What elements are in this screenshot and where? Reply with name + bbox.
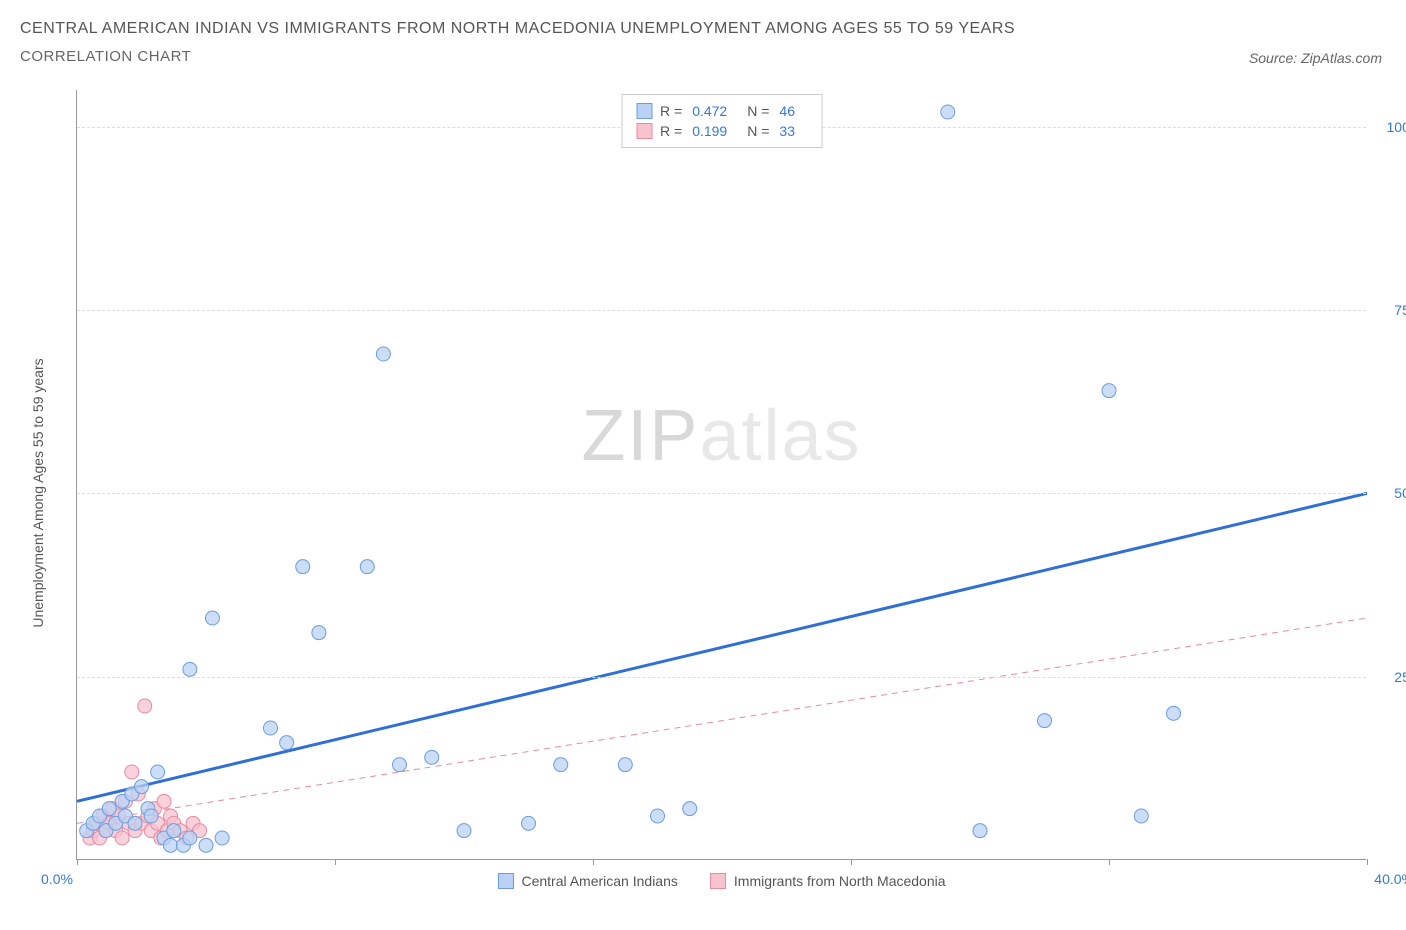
data-point [164, 838, 178, 852]
r-value-2: 0.199 [692, 123, 727, 139]
data-point [115, 831, 129, 845]
data-point [205, 611, 219, 625]
y-tick-label: 25.0% [1394, 669, 1406, 685]
legend-top-row-2: R = 0.199 N = 33 [636, 121, 807, 141]
data-point [618, 758, 632, 772]
data-point [138, 699, 152, 713]
data-point [973, 824, 987, 838]
data-point [941, 105, 955, 119]
r-label: R = [660, 103, 682, 119]
x-tick-label: 40.0% [1374, 871, 1406, 887]
data-point [215, 831, 229, 845]
chart-container: Unemployment Among Ages 55 to 59 years Z… [48, 90, 1388, 880]
plot-svg [77, 90, 1366, 859]
trend-line [77, 493, 1367, 801]
data-point [457, 824, 471, 838]
r-value-1: 0.472 [692, 103, 727, 119]
data-point [135, 780, 149, 794]
data-point [102, 802, 116, 816]
data-point [1167, 706, 1181, 720]
data-point [183, 831, 197, 845]
plot-area: ZIPatlas R = 0.472 N = 46 R = 0.199 N = … [76, 90, 1366, 860]
data-point [651, 809, 665, 823]
x-tick [1367, 859, 1368, 865]
grid-line [77, 493, 1366, 494]
y-tick-label: 100.0% [1387, 119, 1406, 135]
data-point [128, 816, 142, 830]
data-point [1134, 809, 1148, 823]
x-tick [77, 859, 78, 865]
data-point [376, 347, 390, 361]
data-point [167, 824, 181, 838]
data-point [1102, 384, 1116, 398]
r-label: R = [660, 123, 682, 139]
data-point [522, 816, 536, 830]
data-point [144, 809, 158, 823]
grid-line [77, 310, 1366, 311]
x-tick [335, 859, 336, 865]
data-point [683, 802, 697, 816]
x-tick [851, 859, 852, 865]
legend-top-row-1: R = 0.472 N = 46 [636, 101, 807, 121]
legend-bottom: Central American Indians Immigrants from… [497, 873, 945, 889]
data-point [296, 560, 310, 574]
legend-bottom-item-1: Central American Indians [497, 873, 677, 889]
y-axis-label: Unemployment Among Ages 55 to 59 years [30, 358, 46, 627]
data-point [425, 750, 439, 764]
y-tick-label: 75.0% [1394, 302, 1406, 318]
legend-bottom-item-2: Immigrants from North Macedonia [710, 873, 946, 889]
chart-header: CENTRAL AMERICAN INDIAN VS IMMIGRANTS FR… [0, 0, 1406, 73]
legend-swatch-pink [636, 123, 652, 139]
data-point [393, 758, 407, 772]
n-value-2: 33 [779, 123, 795, 139]
x-tick [1109, 859, 1110, 865]
data-point [1038, 714, 1052, 728]
data-point [157, 794, 171, 808]
x-tick [593, 859, 594, 865]
n-label: N = [747, 103, 769, 119]
source-attribution: Source: ZipAtlas.com [1249, 50, 1382, 66]
data-point [554, 758, 568, 772]
n-value-1: 46 [779, 103, 795, 119]
grid-line [77, 677, 1366, 678]
data-point [360, 560, 374, 574]
n-label: N = [747, 123, 769, 139]
legend-label-2: Immigrants from North Macedonia [734, 873, 946, 889]
data-point [280, 736, 294, 750]
x-tick-label: 0.0% [41, 871, 73, 887]
y-tick-label: 50.0% [1394, 485, 1406, 501]
data-point [125, 765, 139, 779]
legend-swatch-blue [497, 873, 513, 889]
chart-subtitle: CORRELATION CHART [20, 48, 1386, 65]
chart-title: CENTRAL AMERICAN INDIAN VS IMMIGRANTS FR… [20, 16, 1386, 42]
data-point [199, 838, 213, 852]
data-point [183, 662, 197, 676]
legend-swatch-blue [636, 103, 652, 119]
data-point [264, 721, 278, 735]
legend-label-1: Central American Indians [521, 873, 677, 889]
legend-swatch-pink [710, 873, 726, 889]
data-point [312, 626, 326, 640]
legend-top: R = 0.472 N = 46 R = 0.199 N = 33 [621, 94, 822, 148]
data-point [151, 765, 165, 779]
